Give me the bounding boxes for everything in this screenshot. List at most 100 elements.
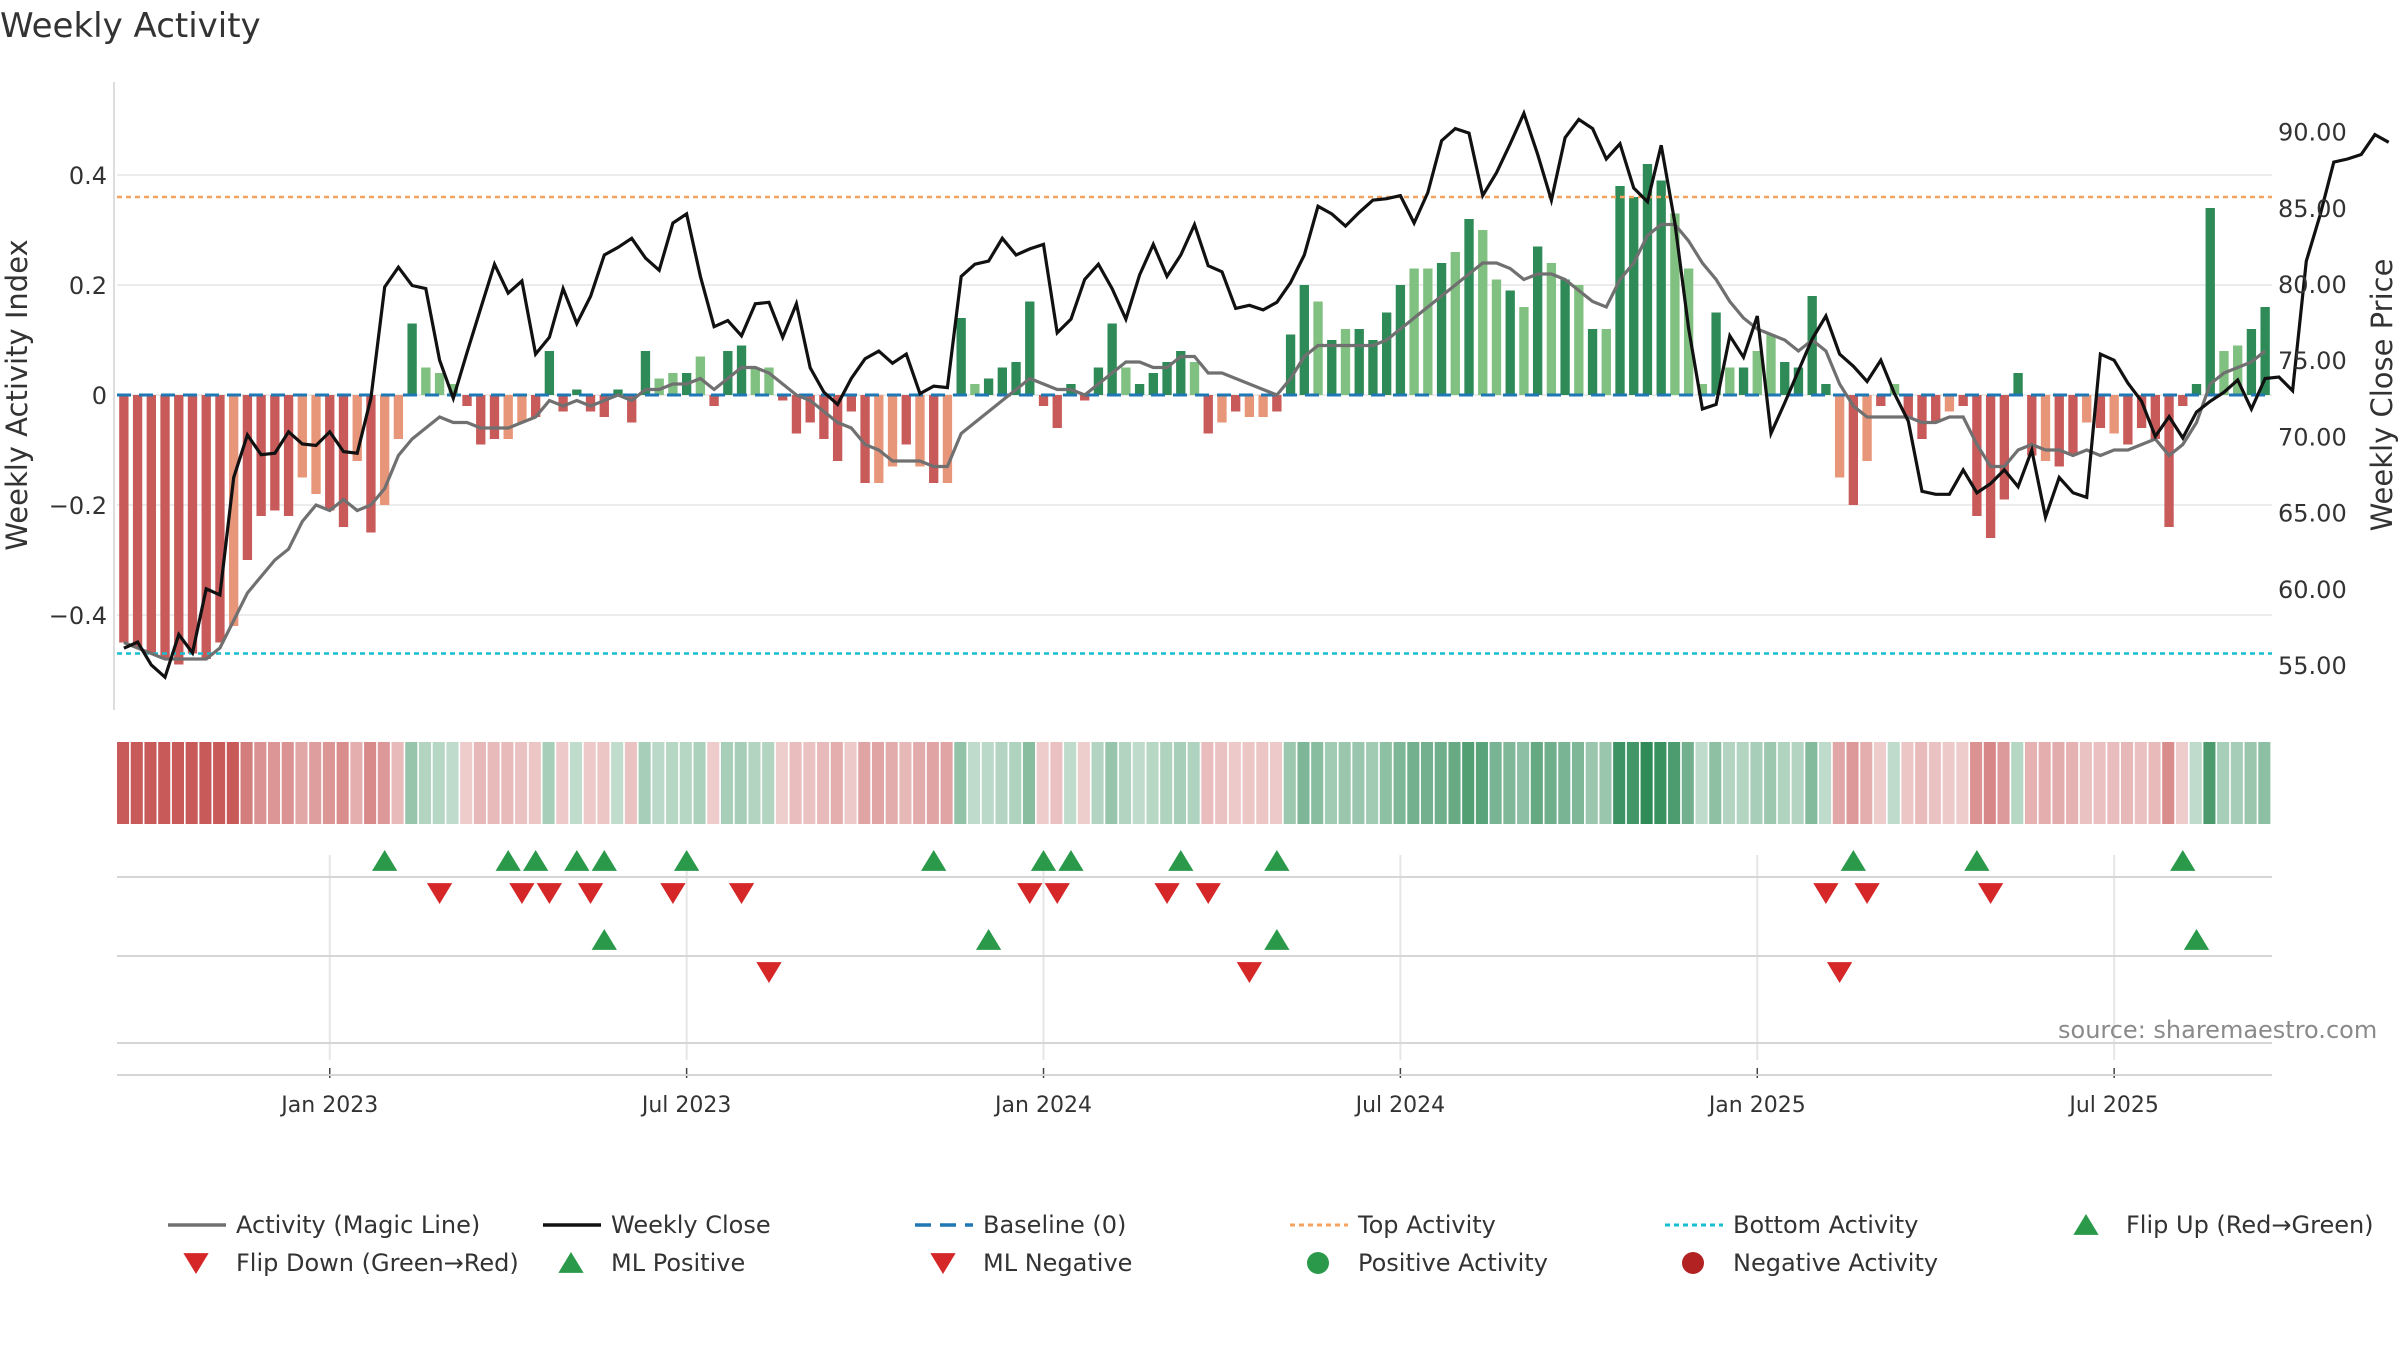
heat-cell xyxy=(336,742,349,824)
activity-bar xyxy=(338,395,349,527)
ml-positive-marker xyxy=(2183,929,2210,950)
heat-cell xyxy=(2024,742,2038,824)
activity-bar xyxy=(1313,301,1323,395)
legend-item: Activity (Magic Line) xyxy=(168,1211,480,1239)
legend-item: Weekly Close xyxy=(543,1211,771,1239)
heat-cell xyxy=(1009,742,1022,824)
activity-bar xyxy=(1381,312,1392,395)
heat-cell xyxy=(1077,742,1090,824)
activity-bar xyxy=(2054,395,2064,467)
activity-bar xyxy=(874,395,884,483)
legend-item: Negative Activity xyxy=(1682,1249,1938,1277)
activity-bar xyxy=(599,395,609,417)
heat-cell xyxy=(1119,742,1132,824)
activity-bar xyxy=(695,356,706,395)
heat-cell xyxy=(1352,742,1365,824)
heat-cell xyxy=(2134,742,2147,824)
y-left-axis-label: Weekly Activity Index xyxy=(0,239,34,550)
heat-cell xyxy=(117,742,130,824)
heat-cell xyxy=(2121,742,2134,824)
heat-cell xyxy=(858,742,871,824)
heat-cell xyxy=(1105,742,1118,824)
heat-cell xyxy=(1366,742,1379,824)
activity-bar xyxy=(1080,395,1090,401)
activity-bar xyxy=(1505,290,1515,395)
heat-cell xyxy=(391,742,404,824)
activity-bar xyxy=(1148,373,1158,395)
legend-label: Baseline (0) xyxy=(983,1211,1126,1239)
activity-bar xyxy=(887,395,898,467)
heat-cell xyxy=(309,742,322,824)
heat-cell xyxy=(762,742,775,824)
activity-bar xyxy=(1258,395,1268,417)
activity-bar xyxy=(1450,252,1460,395)
activity-bar xyxy=(1327,340,1337,395)
activity-bar xyxy=(297,395,307,478)
flip-up-marker xyxy=(921,850,947,871)
activity-bar xyxy=(1697,384,1708,395)
heat-cell xyxy=(267,742,281,824)
heat-cell xyxy=(1283,742,1296,824)
activity-bar xyxy=(2260,307,2270,395)
activity-bar xyxy=(1889,384,1900,395)
activity-bar xyxy=(421,367,431,395)
activity-bar xyxy=(530,395,541,417)
heat-cell xyxy=(1324,742,1337,824)
activity-bar xyxy=(929,395,939,483)
activity-bar xyxy=(1807,296,1817,395)
activity-bar xyxy=(901,395,911,445)
activity-bar xyxy=(1574,285,1584,395)
heat-cell xyxy=(1613,742,1626,824)
activity-bar xyxy=(2150,395,2160,439)
y-right-tick-label: 80.00 xyxy=(2278,271,2347,299)
heat-cell xyxy=(2052,742,2065,824)
heat-cell xyxy=(1887,742,1900,824)
activity-bar xyxy=(174,395,184,665)
heat-cell xyxy=(1654,742,1667,824)
heat-cell xyxy=(1297,742,1310,824)
flip-down-marker xyxy=(577,883,604,904)
activity-bar xyxy=(654,378,664,395)
heat-cell xyxy=(1201,742,1214,824)
heat-cell xyxy=(240,742,253,824)
activity-bar xyxy=(1629,197,1639,395)
ml-negative-marker xyxy=(1826,962,1853,983)
legend-label: Positive Activity xyxy=(1358,1249,1548,1277)
heat-cell xyxy=(1764,742,1777,824)
heat-cell xyxy=(748,742,761,824)
activity-bar xyxy=(325,395,335,511)
heat-cell xyxy=(556,742,569,824)
activity-bar xyxy=(2040,395,2051,461)
heat-cell xyxy=(1942,742,1955,824)
heat-cell xyxy=(171,742,184,824)
activity-bar xyxy=(1203,395,1213,434)
legend-label: ML Positive xyxy=(611,1249,745,1277)
heat-cell xyxy=(2258,742,2271,824)
heat-cell xyxy=(1448,742,1461,824)
heat-cell xyxy=(1832,742,1845,824)
legend-item: Flip Down (Green→Red) xyxy=(183,1249,519,1277)
activity-bar xyxy=(1848,395,1859,505)
activity-bar xyxy=(1093,367,1104,395)
activity-bar xyxy=(1299,285,1309,395)
activity-bar xyxy=(846,395,857,412)
heat-cell xyxy=(1173,742,1186,824)
activity-bar xyxy=(1244,395,1255,417)
activity-bar xyxy=(2082,395,2092,423)
heat-cell xyxy=(1434,742,1447,824)
activity-bar xyxy=(160,395,170,659)
legend-label: Flip Down (Green→Red) xyxy=(236,1249,519,1277)
x-tick-label: Jul 2023 xyxy=(640,1093,732,1118)
heat-cell xyxy=(583,742,596,824)
legend-item: ML Negative xyxy=(930,1249,1132,1277)
activity-bar xyxy=(723,351,733,395)
activity-bar xyxy=(585,395,596,412)
activity-bar xyxy=(1272,395,1282,412)
heat-cell xyxy=(2107,742,2120,824)
heat-cell xyxy=(2244,742,2257,824)
x-tick-label: Jul 2024 xyxy=(1354,1093,1446,1118)
legend-label: ML Negative xyxy=(983,1249,1132,1277)
activity-bar xyxy=(1821,384,1831,395)
heat-cell xyxy=(1338,742,1351,824)
activity-bar xyxy=(1546,263,1557,395)
